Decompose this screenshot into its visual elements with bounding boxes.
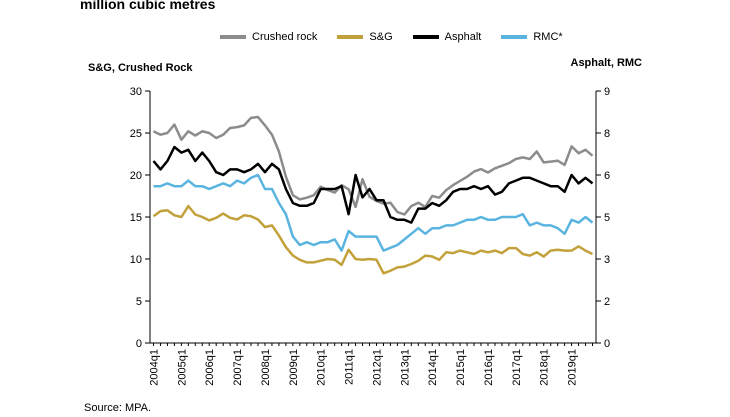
right-tick-label: 8 xyxy=(604,128,610,140)
x-tick-label: 2008q1 xyxy=(260,349,272,386)
legend-label-crushed-rock: Crushed rock xyxy=(252,31,318,43)
legend-swatch-sg xyxy=(337,35,364,39)
x-tick-label: 2013q1 xyxy=(399,349,411,386)
right-tick-label: 6 xyxy=(604,170,610,182)
x-tick-label: 2006q1 xyxy=(204,349,216,386)
x-tick-label: 2011q1 xyxy=(344,349,356,385)
x-tick-label: 2017q1 xyxy=(511,349,523,386)
series-line-crushed-rock xyxy=(152,115,594,216)
left-tick-label: 30 xyxy=(130,86,142,98)
left-tick-label: 25 xyxy=(130,128,142,140)
right-tick-label: 3 xyxy=(604,254,610,266)
x-tick-label: 2019q1 xyxy=(567,349,579,386)
left-axis-title: S&G, Crushed Rock xyxy=(88,62,193,74)
legend-swatch-rmc xyxy=(501,35,528,39)
x-tick-label: 2004q1 xyxy=(148,349,160,386)
legend-item-sg: S&G xyxy=(337,31,393,43)
chart-title: million cubic metres xyxy=(80,0,216,12)
series-line-asphalt xyxy=(152,145,594,224)
left-tick-label: 10 xyxy=(130,254,142,266)
x-tick-label: 2015q1 xyxy=(455,349,467,386)
legend-item-crushed-rock: Crushed rock xyxy=(220,31,317,43)
x-tick-label: 2005q1 xyxy=(176,349,188,386)
x-tick-label: 2014q1 xyxy=(427,349,439,386)
legend-swatch-crushed-rock xyxy=(220,35,246,39)
legend-label-asphalt: Asphalt xyxy=(444,31,482,43)
right-tick-label: 2 xyxy=(604,296,610,308)
x-tick-label: 2007q1 xyxy=(232,349,244,386)
x-tick-label: 2018q1 xyxy=(539,349,551,386)
right-axis-title: Asphalt, RMC xyxy=(570,57,643,69)
left-tick-label: 15 xyxy=(130,212,142,224)
legend: Crushed rock S&G Asphalt RMC* xyxy=(220,31,583,43)
series-line-s-g xyxy=(152,204,594,275)
legend-swatch-asphalt xyxy=(412,35,439,39)
source-note: Source: MPA. xyxy=(84,402,152,414)
left-tick-label: 20 xyxy=(130,170,142,182)
legend-item-asphalt: Asphalt xyxy=(412,31,482,43)
series-line-rmc xyxy=(153,173,594,252)
x-tick-label: 2010q1 xyxy=(316,349,328,386)
legend-label-sg: S&G xyxy=(369,31,393,43)
x-tick-label: 2016q1 xyxy=(483,349,495,386)
legend-label-rmc: RMC* xyxy=(533,31,563,43)
left-tick-label: 0 xyxy=(136,338,142,350)
right-tick-label: 5 xyxy=(604,212,610,224)
legend-item-rmc: RMC* xyxy=(501,31,563,43)
right-tick-label: 0 xyxy=(604,338,610,350)
right-tick-label: 9 xyxy=(604,86,610,98)
x-tick-label: 2009q1 xyxy=(288,349,300,386)
x-tick-label: 2012q1 xyxy=(371,349,383,386)
left-tick-label: 5 xyxy=(136,296,142,308)
